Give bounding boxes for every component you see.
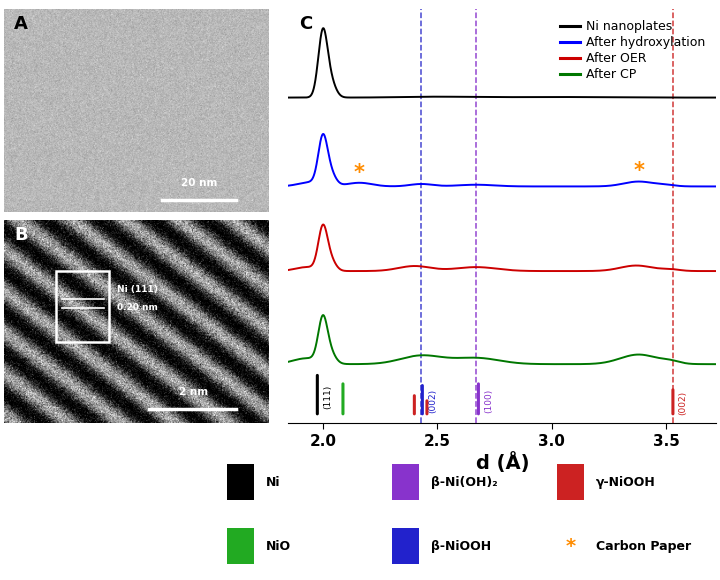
- Text: B: B: [14, 226, 28, 244]
- Text: 0.20 nm: 0.20 nm: [117, 303, 158, 312]
- Text: (002): (002): [679, 392, 688, 415]
- Text: 2 nm: 2 nm: [179, 387, 208, 397]
- Text: (002): (002): [428, 389, 437, 414]
- Text: A: A: [14, 15, 28, 33]
- FancyBboxPatch shape: [227, 528, 253, 564]
- Text: C: C: [300, 15, 312, 33]
- Text: Carbon Paper: Carbon Paper: [596, 539, 691, 553]
- Text: *: *: [633, 161, 644, 182]
- Text: (111): (111): [323, 385, 332, 409]
- Text: *: *: [566, 536, 576, 556]
- Text: (100): (100): [484, 389, 493, 413]
- X-axis label: d (Å): d (Å): [476, 452, 529, 473]
- FancyBboxPatch shape: [392, 528, 419, 564]
- FancyBboxPatch shape: [557, 465, 584, 500]
- Text: Ni: Ni: [266, 476, 280, 489]
- Text: 20 nm: 20 nm: [181, 177, 217, 187]
- Text: *: *: [354, 164, 365, 183]
- Text: NiO: NiO: [266, 539, 291, 553]
- Text: β-NiOOH: β-NiOOH: [431, 539, 491, 553]
- FancyBboxPatch shape: [227, 465, 253, 500]
- Text: γ-NiOOH: γ-NiOOH: [596, 476, 656, 489]
- Bar: [56, 271, 109, 342]
- Text: β-Ni(OH)₂: β-Ni(OH)₂: [431, 476, 498, 489]
- FancyBboxPatch shape: [392, 465, 419, 500]
- Text: Ni (111): Ni (111): [117, 285, 158, 293]
- Legend: Ni nanoplates, After hydroxylation, After OER, After CP: Ni nanoplates, After hydroxylation, Afte…: [554, 15, 710, 86]
